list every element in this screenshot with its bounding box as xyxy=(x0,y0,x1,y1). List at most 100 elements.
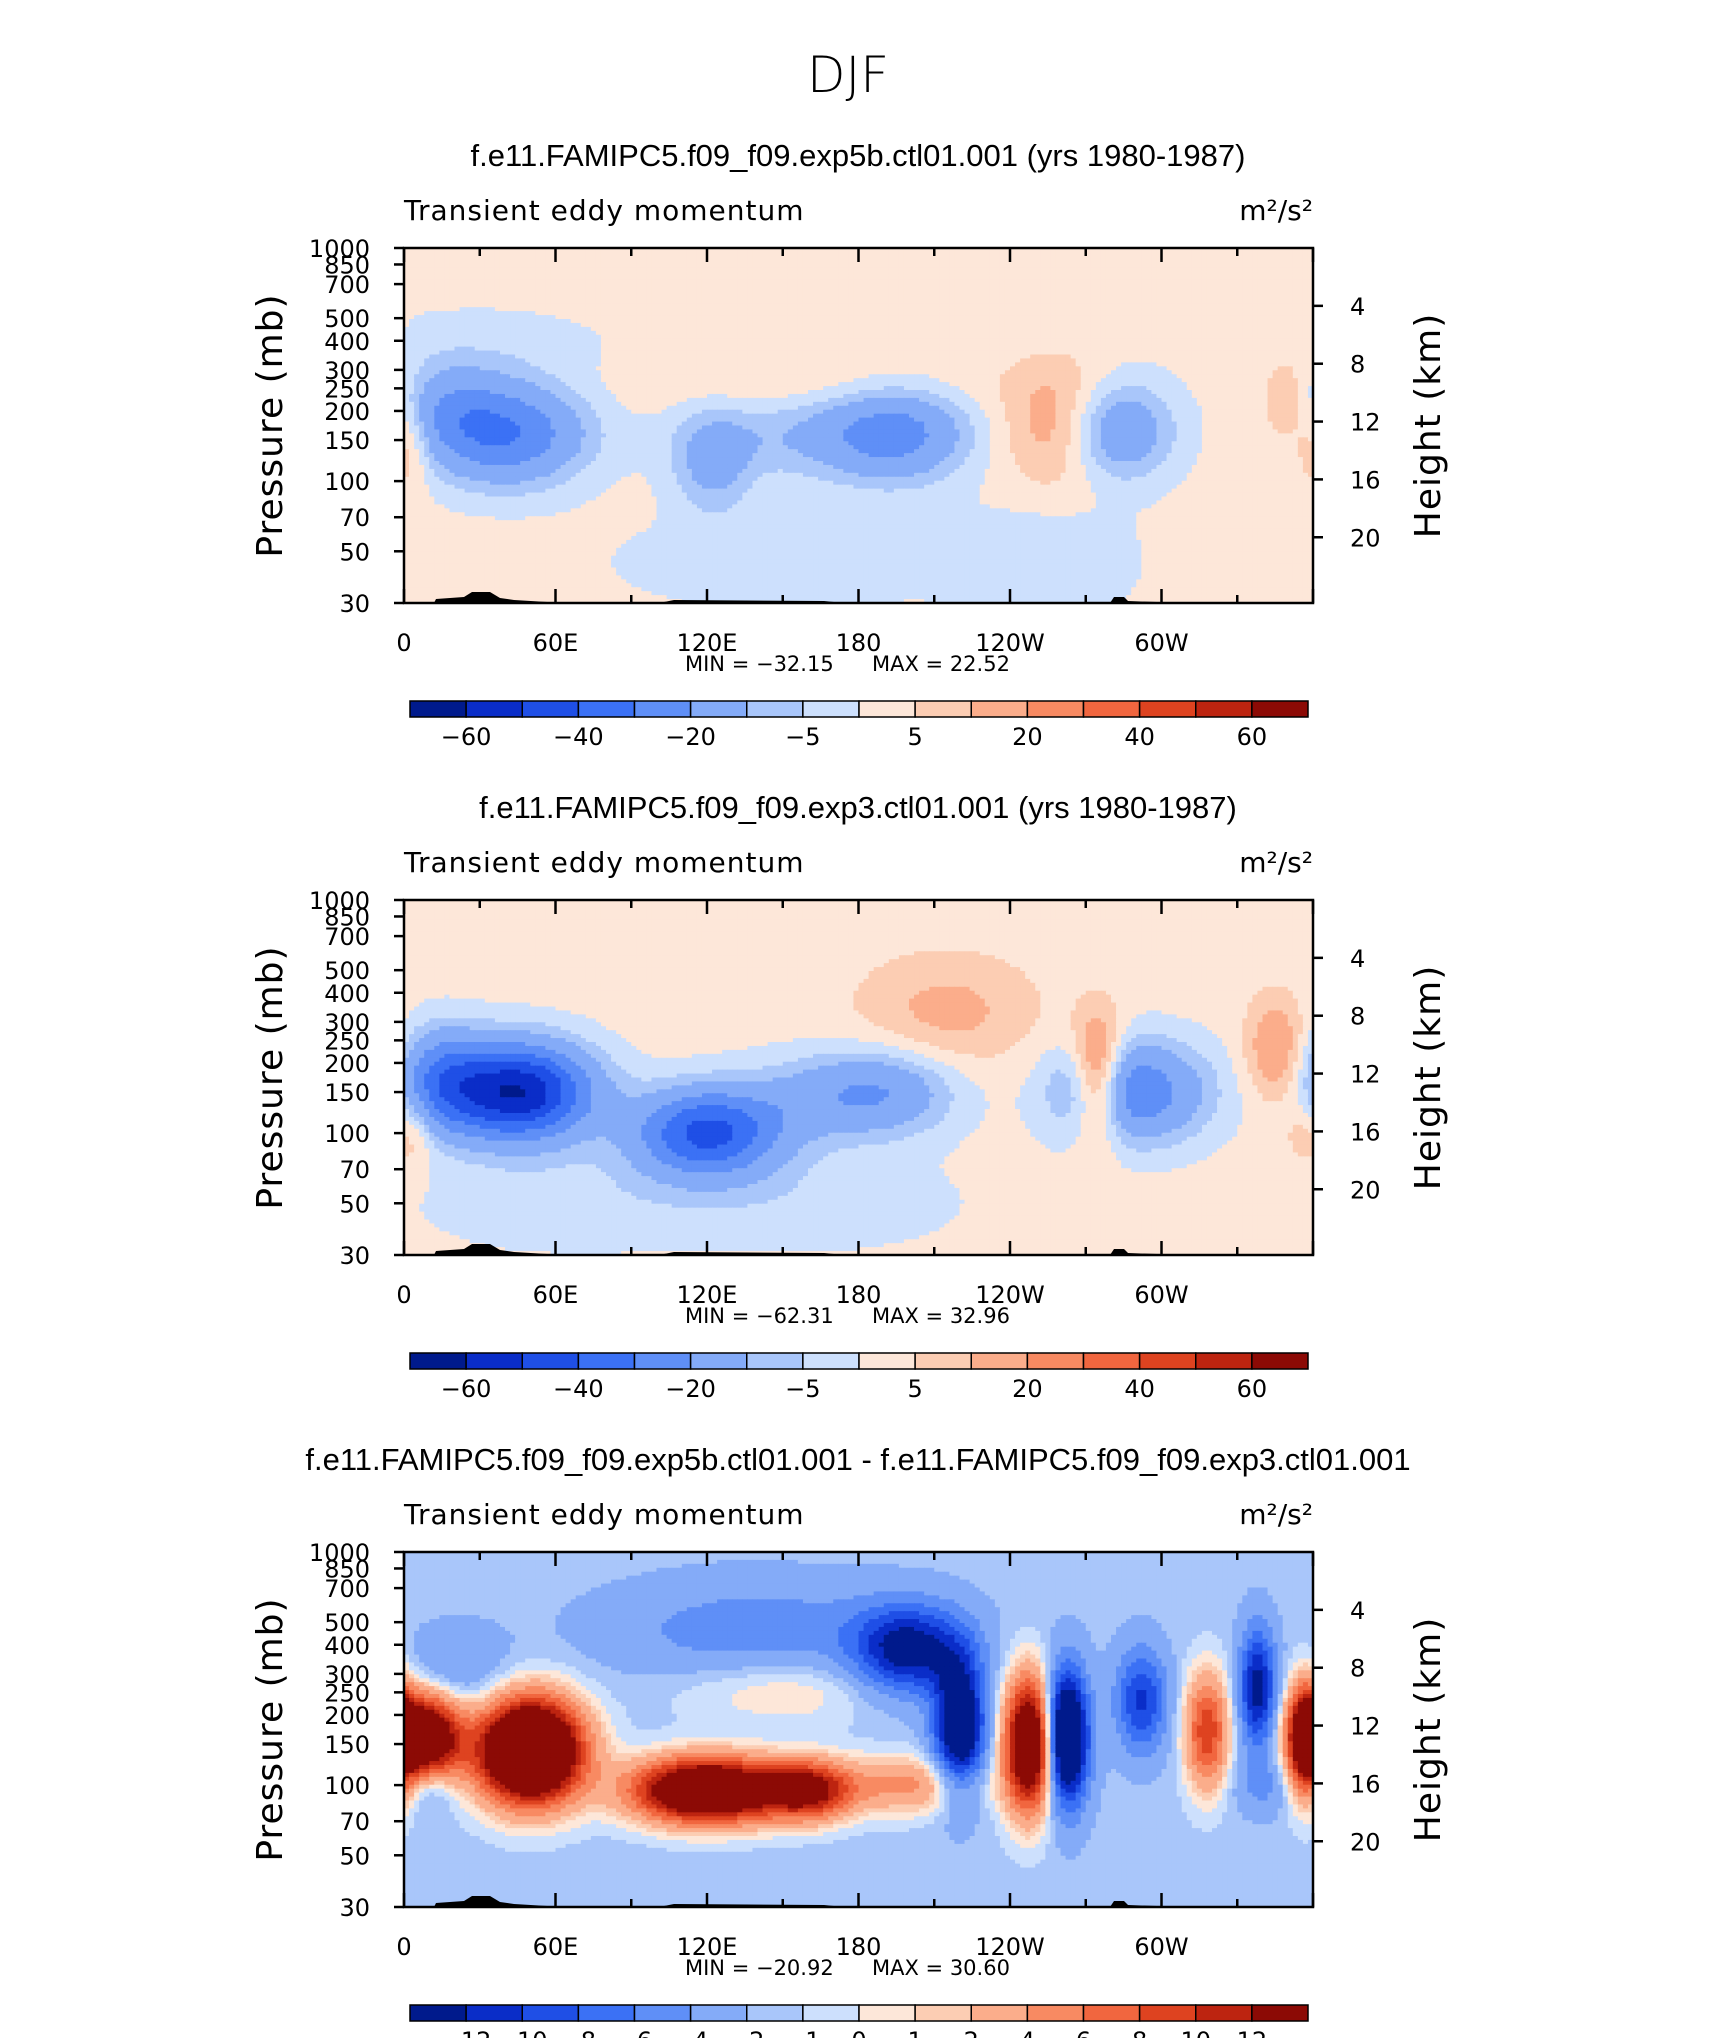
contour-cell xyxy=(758,264,764,269)
contour-cell xyxy=(975,260,981,265)
contour-cell xyxy=(778,260,784,265)
contour-cell xyxy=(1066,264,1072,269)
contour-cell xyxy=(899,260,905,265)
contour-cell xyxy=(510,260,516,265)
contour-cell xyxy=(960,256,966,261)
contour-cell xyxy=(515,264,521,269)
contour-cell xyxy=(838,264,844,269)
contour-cell xyxy=(490,256,496,261)
contour-cell xyxy=(818,252,824,257)
contour-cell xyxy=(596,260,602,265)
contour-cell xyxy=(465,256,471,261)
contour-cell xyxy=(924,252,930,257)
contour-cell xyxy=(596,256,602,261)
contour-cell xyxy=(773,252,779,257)
contour-cell xyxy=(409,264,415,269)
contour-cell xyxy=(1298,256,1304,261)
contour-cell xyxy=(1096,260,1102,265)
contour-cell xyxy=(651,260,657,265)
contour-cell xyxy=(742,252,748,257)
contour-cell xyxy=(1045,256,1051,261)
contour-cell xyxy=(924,256,930,261)
contour-cell xyxy=(884,252,890,257)
contour-cell xyxy=(596,264,602,269)
contour-cell xyxy=(581,252,587,257)
contour-cell xyxy=(692,256,698,261)
contour-cell xyxy=(1303,260,1309,265)
contour-cell xyxy=(1252,264,1258,269)
contour-cell xyxy=(889,260,895,265)
contour-cell xyxy=(495,252,501,257)
contour-cell xyxy=(682,252,688,257)
contour-cell xyxy=(1172,260,1178,265)
contour-cell xyxy=(768,252,774,257)
contour-cell xyxy=(929,264,935,269)
contour-cell xyxy=(1177,256,1183,261)
contour-cell xyxy=(1045,252,1051,257)
contour-cell xyxy=(434,260,440,265)
contour-cell xyxy=(1293,260,1299,265)
contour-cell xyxy=(1177,252,1183,257)
contour-cell xyxy=(535,256,541,261)
contour-cell xyxy=(752,252,758,257)
contour-cell xyxy=(752,264,758,269)
contour-cell xyxy=(848,260,854,265)
contour-cell xyxy=(1126,252,1132,257)
contour-cell xyxy=(439,252,445,257)
contour-cell xyxy=(914,260,920,265)
contour-cell xyxy=(636,252,642,257)
contour-cell xyxy=(1040,264,1046,269)
contour-cell xyxy=(833,252,839,257)
contour-cell xyxy=(763,264,769,269)
contour-cell xyxy=(737,252,743,257)
contour-cell xyxy=(1111,264,1117,269)
contour-cell xyxy=(889,252,895,257)
contour-cell xyxy=(535,260,541,265)
contour-cell xyxy=(1247,256,1253,261)
contour-cell xyxy=(1091,252,1097,257)
contour-cell xyxy=(1162,264,1168,269)
contour-cell xyxy=(1146,252,1152,257)
contour-cell xyxy=(722,260,728,265)
contour-cell xyxy=(879,256,885,261)
contour-cell xyxy=(828,256,834,261)
contour-cell xyxy=(808,252,814,257)
contour-cell xyxy=(727,256,733,261)
contour-cell xyxy=(1141,264,1147,269)
contour-cell xyxy=(1040,260,1046,265)
contour-cell xyxy=(444,260,450,265)
contour-cell xyxy=(985,264,991,269)
contour-cell xyxy=(1096,256,1102,261)
contour-cell xyxy=(737,256,743,261)
contour-cell xyxy=(894,260,900,265)
contour-cell xyxy=(914,252,920,257)
contour-cell xyxy=(444,256,450,261)
contour-cell xyxy=(1106,252,1112,257)
contour-cell xyxy=(449,252,455,257)
contour-cell xyxy=(525,252,531,257)
contour-cell xyxy=(601,252,607,257)
contour-cell xyxy=(944,252,950,257)
contour-cell xyxy=(924,264,930,269)
contour-cell xyxy=(672,252,678,257)
contour-cell xyxy=(732,264,738,269)
contour-cell xyxy=(1071,256,1077,261)
contour-cell xyxy=(631,256,637,261)
contour-cell xyxy=(879,252,885,257)
contour-cell xyxy=(909,252,915,257)
contour-cell xyxy=(732,256,738,261)
contour-cell xyxy=(717,256,723,261)
contour-cell xyxy=(444,252,450,257)
contour-cell xyxy=(783,256,789,261)
contour-cell xyxy=(667,260,673,265)
contour-cell xyxy=(1035,256,1041,261)
contour-cell xyxy=(1076,252,1082,257)
contour-cell xyxy=(924,260,930,265)
contour-cell xyxy=(1151,252,1157,257)
contour-cell xyxy=(530,252,536,257)
contour-cell xyxy=(606,264,612,269)
contour-cell xyxy=(722,252,728,257)
contour-cell xyxy=(788,264,794,269)
contour-cell xyxy=(934,260,940,265)
contour-cell xyxy=(1101,260,1107,265)
